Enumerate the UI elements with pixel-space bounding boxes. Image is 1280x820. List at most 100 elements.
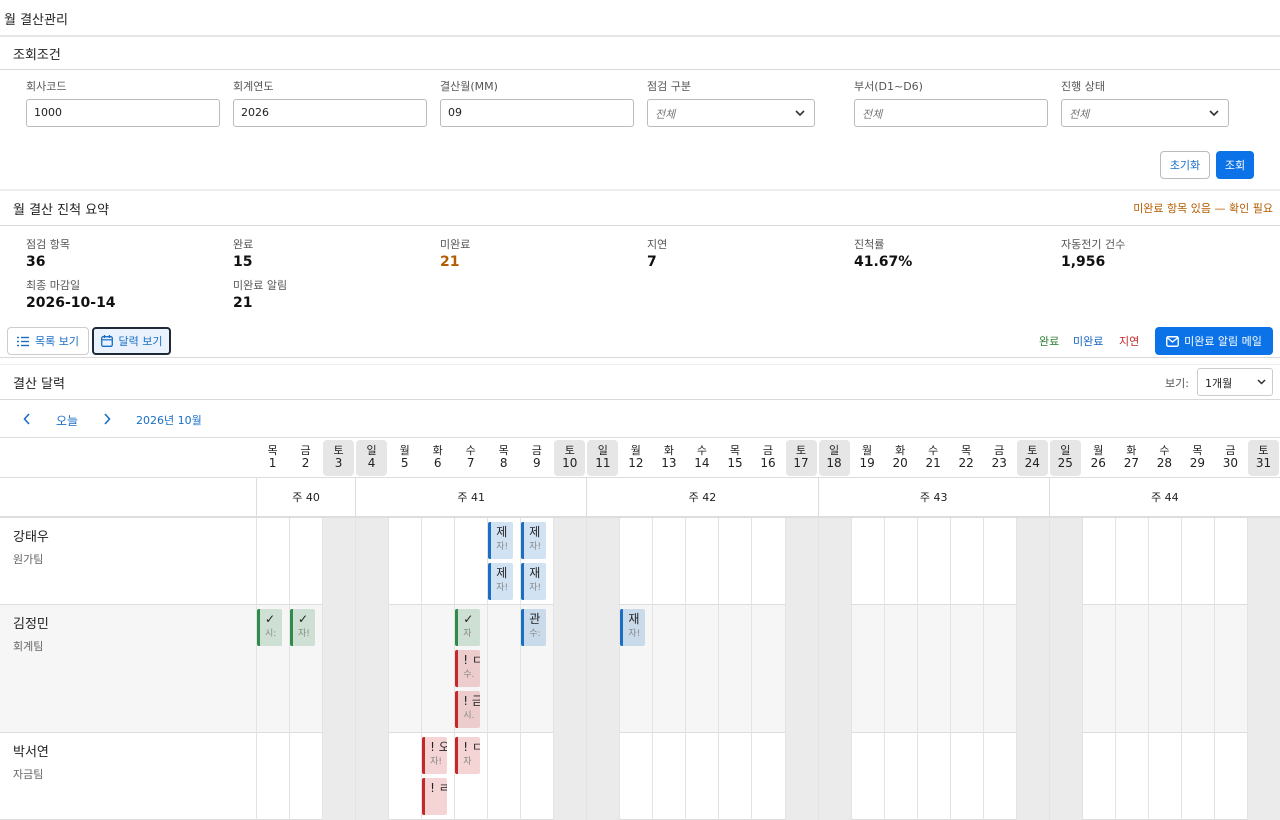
day-cell: [1114, 605, 1148, 733]
resource-team: 회계팀: [13, 640, 44, 653]
event-sub: 자!: [496, 542, 509, 552]
day-header: 화 13: [653, 440, 684, 476]
search-button[interactable]: 조회: [1216, 151, 1254, 179]
day-number: 23: [991, 456, 1007, 470]
event-chip[interactable]: 제 자!: [521, 522, 547, 559]
event-chip[interactable]: ! ㄷ 자: [455, 737, 481, 774]
day-cell: [751, 518, 784, 605]
day-cell: [784, 518, 818, 605]
today-button[interactable]: 오늘: [56, 414, 79, 428]
text-input[interactable]: 전체: [854, 99, 1048, 127]
view-button[interactable]: 달력 보기: [92, 327, 171, 355]
day-header: 금 23: [984, 440, 1015, 476]
event-chip[interactable]: ! 금시.: [455, 691, 481, 728]
day-cell: [256, 733, 289, 820]
view-button[interactable]: 목록 보기: [7, 327, 89, 355]
select[interactable]: 전체: [647, 99, 815, 127]
legend-item: 완료: [1039, 335, 1060, 348]
day-cell: [949, 733, 983, 820]
day-header: 월 12: [620, 440, 651, 476]
weekday: 목: [498, 444, 509, 457]
day-cell: [487, 518, 520, 605]
week-label: 주 43: [919, 491, 948, 504]
section-title: 결산 달력: [13, 377, 65, 392]
day-number: 5: [400, 456, 409, 470]
day-number: 29: [1189, 456, 1206, 470]
day-cell: [916, 605, 950, 733]
day-header: 일 18: [818, 440, 850, 476]
next-button[interactable]: [103, 413, 111, 425]
mail-label: 미완료 알림 메일: [1184, 335, 1262, 348]
day-cell: [289, 518, 322, 605]
divider: [0, 477, 1280, 478]
text-input[interactable]: 09: [440, 99, 634, 127]
select[interactable]: 전체: [1061, 99, 1229, 127]
day-cell: [850, 733, 884, 820]
day-cell: [1081, 518, 1115, 605]
weekday: 목: [729, 444, 741, 457]
prev-button[interactable]: [23, 413, 31, 425]
event-chip[interactable]: 재 자!: [620, 609, 646, 646]
event-chip[interactable]: ! ㄹ: [422, 778, 448, 815]
mail-button[interactable]: 미완료 알림 메일: [1155, 327, 1273, 355]
day-cell: [421, 518, 454, 605]
day-header: 토 17: [785, 440, 817, 476]
event-title: ! ㄷ: [463, 653, 480, 667]
divider: [0, 516, 1280, 518]
day-cell: [1048, 518, 1082, 605]
event-chip[interactable]: 관 수:: [521, 609, 547, 646]
day-number: 1: [268, 456, 277, 470]
event-chip[interactable]: 제 자!: [488, 563, 514, 600]
resource-team: 자금팀: [13, 768, 44, 781]
day-cell: [949, 605, 983, 733]
day-cell: [718, 518, 751, 605]
day-header: 수 28: [1149, 440, 1180, 476]
mail-icon: [1166, 335, 1180, 347]
text-input[interactable]: 2026: [233, 99, 427, 127]
field-label: 점검 구분: [647, 80, 691, 93]
day-header: 화 20: [885, 440, 916, 476]
event-title: ! ㄹ: [430, 781, 447, 795]
week-label: 주 41: [457, 491, 486, 504]
event-title: 재: [628, 612, 640, 626]
event-title: 재: [529, 566, 541, 580]
day-number: 26: [1090, 456, 1106, 470]
event-sub: 수:: [529, 629, 541, 639]
event-chip[interactable]: ✓ 시:: [257, 609, 282, 646]
day-cell: [982, 733, 1016, 820]
view-select[interactable]: 1개월: [1197, 368, 1273, 396]
divider: [0, 399, 1280, 400]
event-chip[interactable]: ! 오자!: [422, 737, 448, 774]
day-cell: [1081, 733, 1115, 820]
day-cell: [883, 605, 917, 733]
event-sub: 자!: [496, 583, 509, 593]
day-cell: [388, 733, 421, 820]
month-label: 2026년 10월: [136, 414, 202, 427]
event-chip[interactable]: ✓ 자: [455, 609, 481, 646]
event-sub: 자: [463, 629, 472, 639]
legend-item: 미완료: [1073, 335, 1104, 348]
day-header: 목 29: [1182, 440, 1213, 476]
day-cell: [454, 733, 487, 820]
event-chip[interactable]: 재 자!: [521, 563, 547, 600]
day-number: 30: [1222, 456, 1239, 470]
day-number: 31: [1255, 456, 1272, 470]
stat-value: 36: [26, 254, 46, 270]
text-input[interactable]: 1000: [26, 99, 220, 127]
event-chip[interactable]: ! ㄷ 수.: [455, 650, 481, 687]
day-cell: [1180, 733, 1214, 820]
day-header: 목 15: [719, 440, 750, 476]
day-header: 수 14: [686, 440, 717, 476]
day-number: 27: [1123, 456, 1139, 470]
event-chip[interactable]: 제 자!: [488, 522, 514, 559]
divider: [0, 437, 1280, 438]
day-number: 4: [367, 456, 376, 470]
reset-button[interactable]: 초기화: [1160, 151, 1210, 179]
event-chip[interactable]: ✓ 자!: [290, 609, 316, 646]
day-cell: [1246, 733, 1280, 820]
calendar-grid: 목 1 금 2 토 3 일 4 월 5 화 6 수 7 목 8 금 9 토 10 일 11 월 12 화 13 수 14 목 15 금 16 토…: [0, 437, 1280, 820]
weekday: 목: [961, 444, 972, 457]
